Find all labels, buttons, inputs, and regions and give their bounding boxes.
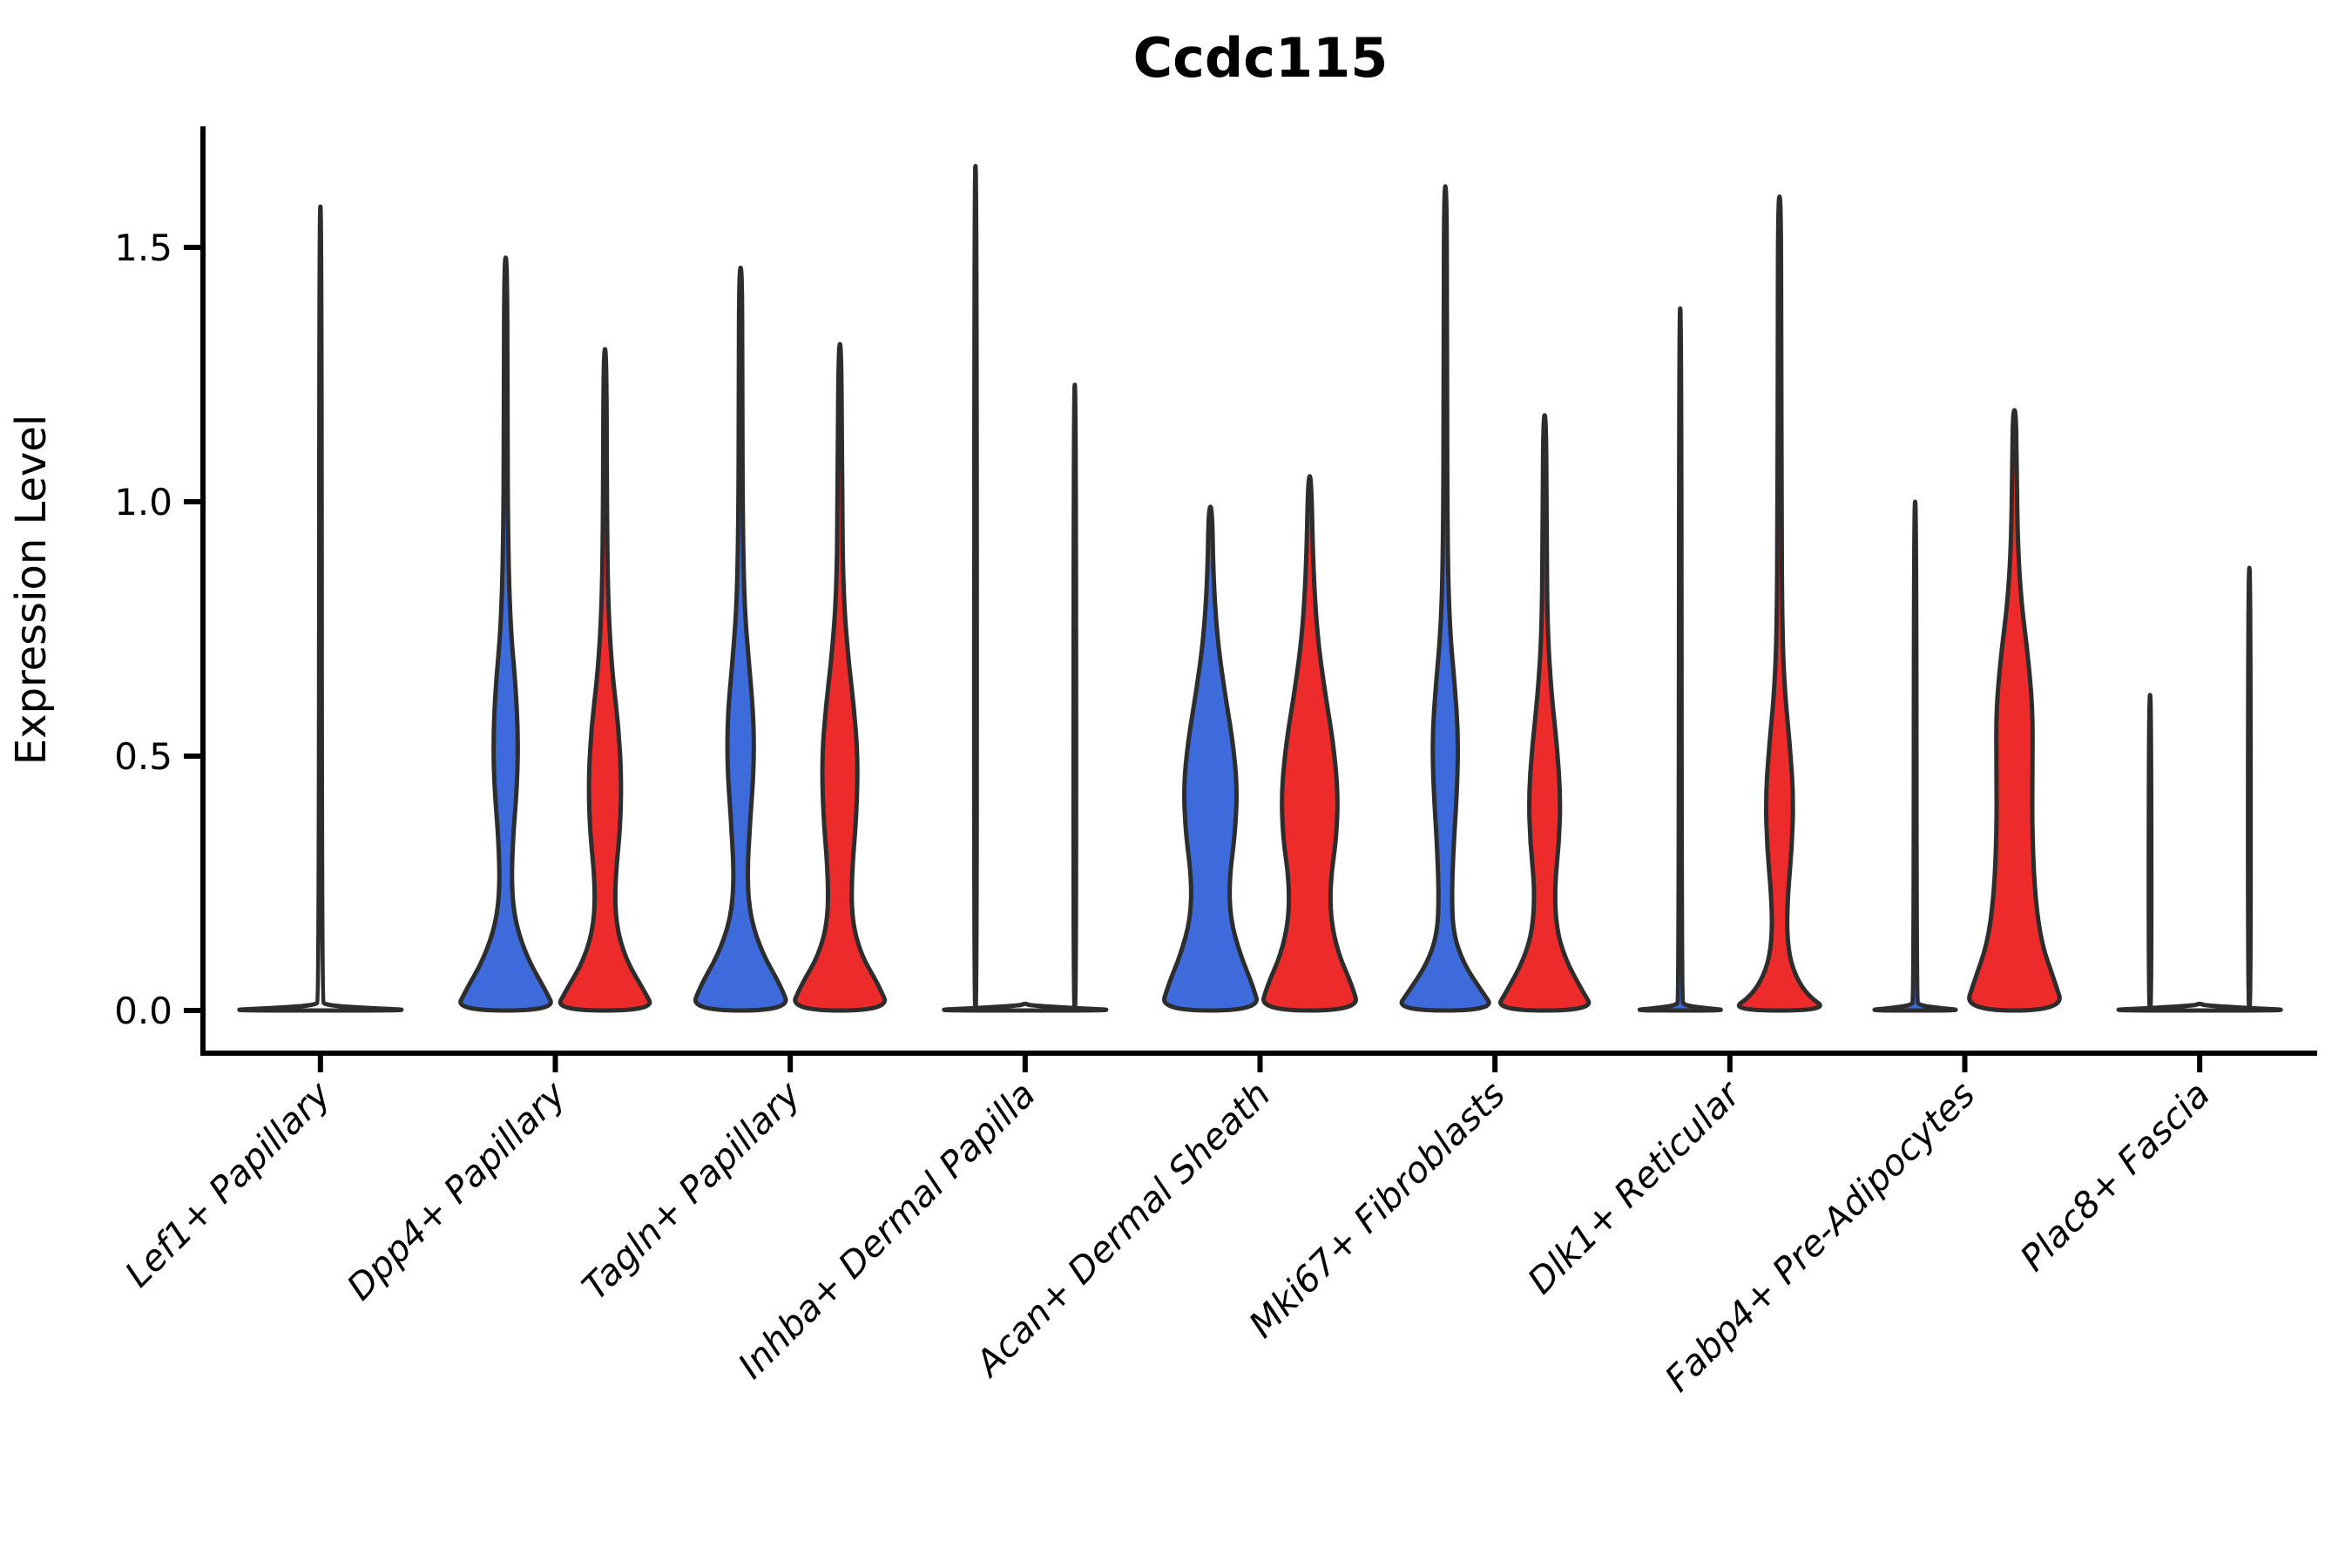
x-tick-label-dpp4+: Dpp4+ Papillary <box>339 1073 574 1308</box>
violin-tagln+-red <box>793 341 887 1013</box>
page-title: Ccdc115 <box>1133 26 1389 90</box>
violin-inhba+-blue <box>971 164 979 1013</box>
violin-fabp4+-blue <box>1872 499 1958 1013</box>
violin-inhba+-base <box>942 1001 1109 1013</box>
violin-acan+-red <box>1261 474 1358 1013</box>
violin-plac8+-red <box>2246 565 2254 1013</box>
x-tick-label-lef1+: Lef1+ Papillary <box>117 1073 339 1295</box>
violin-mki67+-blue <box>1399 184 1491 1013</box>
violin-fabp4+-red <box>1967 408 2062 1013</box>
violin-lef1+-base <box>237 204 404 1013</box>
axes-layer <box>184 126 2317 1072</box>
violin-inhba+-red <box>1071 382 1078 1013</box>
y-tick-label: 1.0 <box>114 481 172 524</box>
y-tick-label: 0.0 <box>114 990 172 1032</box>
violin-mki67+-red <box>1498 413 1592 1013</box>
violin-plac8+-base <box>2116 1001 2283 1013</box>
x-tick-label-dlk1+: Dlk1+ Reticular <box>1519 1072 1749 1302</box>
violins-layer <box>237 164 2283 1013</box>
x-tick-label-mki67+: Mki67+ Fibroblasts <box>1240 1073 1513 1346</box>
labels-layer: 0.0 0.5 1.0 1.5 Lef1+ Papillary Dpp4+ Papilla… <box>114 226 2218 1400</box>
violin-dpp4+-red <box>558 347 652 1013</box>
y-tick-label: 1.5 <box>114 226 172 269</box>
violin-dlk1+-red <box>1737 194 1822 1013</box>
violin-tagln+-blue <box>693 265 788 1013</box>
y-axis-label: Expression Level <box>7 415 56 766</box>
x-tick-label-plac8+: Plac8+ Fascia <box>2012 1073 2218 1279</box>
x-tick-label-tagln+: Tagln+ Papillary <box>574 1073 809 1308</box>
violin-plac8+-blue <box>2146 693 2154 1013</box>
y-tick-label: 0.5 <box>114 735 172 778</box>
violin-dpp4+-blue <box>458 255 553 1013</box>
violin-dlk1+-blue <box>1638 306 1723 1013</box>
violin-acan+-blue <box>1162 504 1259 1013</box>
